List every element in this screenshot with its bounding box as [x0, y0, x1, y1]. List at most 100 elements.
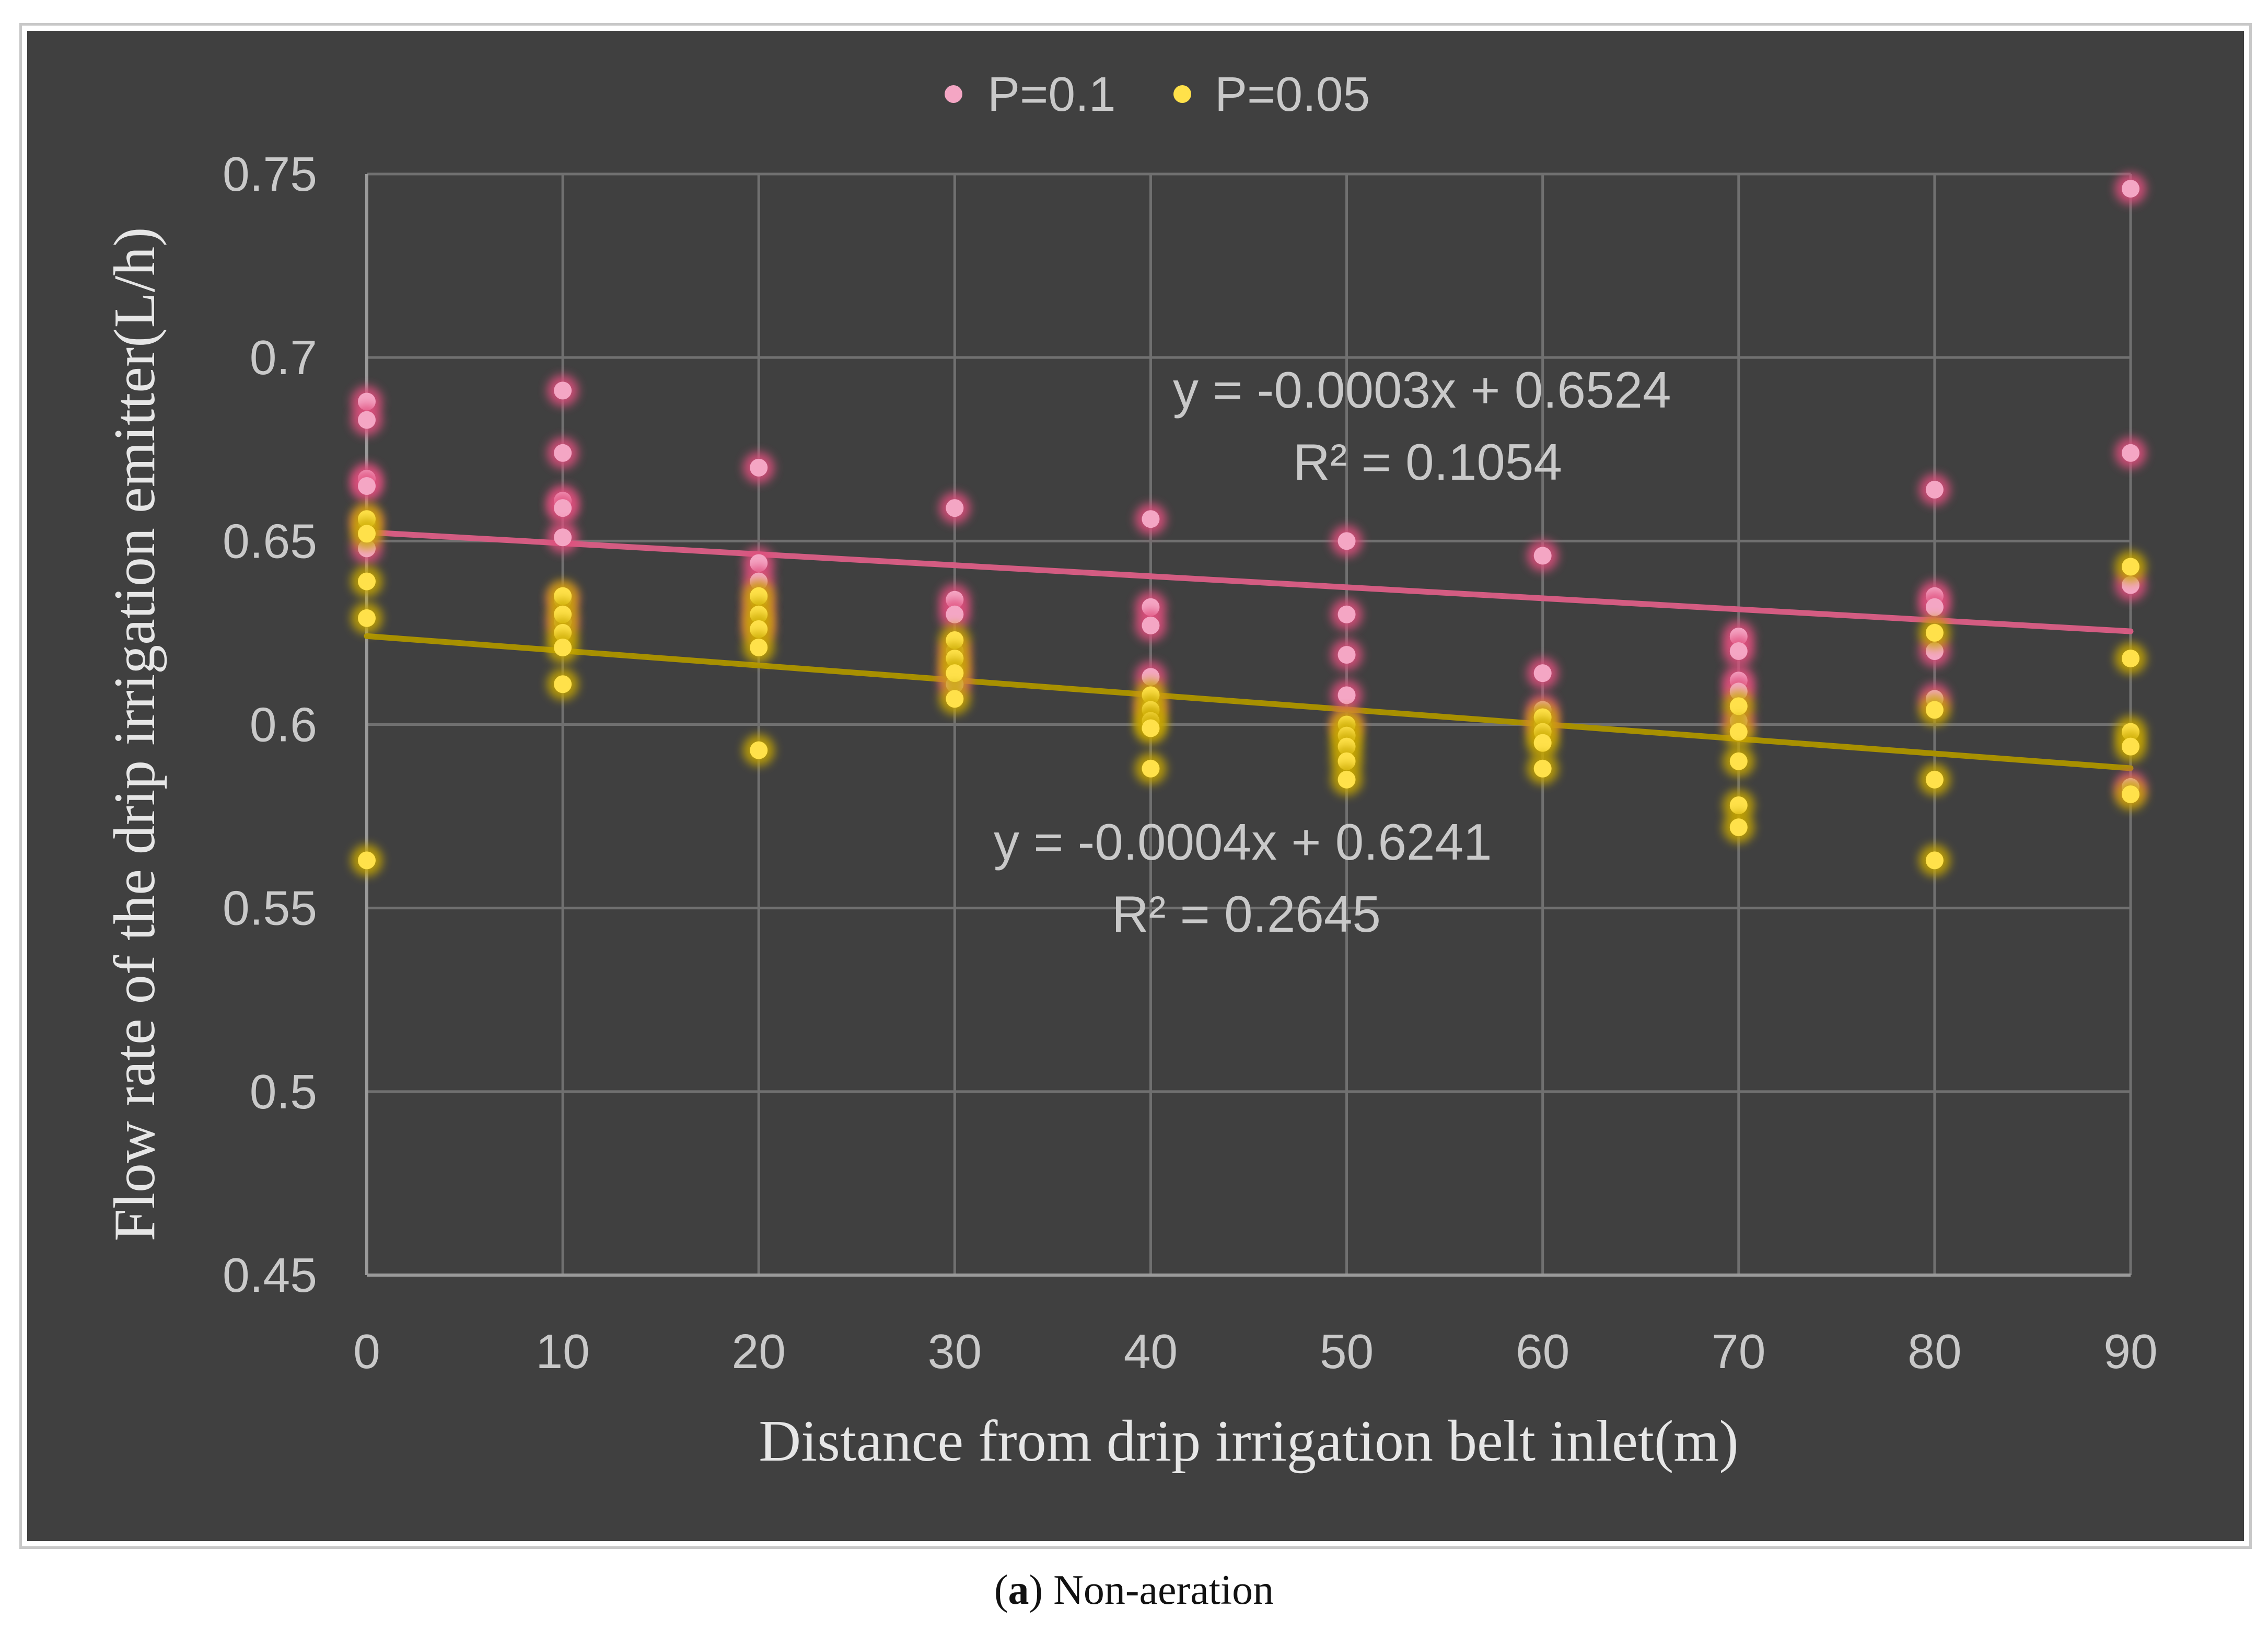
point-p005-marker	[1925, 851, 1944, 870]
y-tick-label: 0.45	[223, 1248, 317, 1302]
point-p005	[1723, 812, 1754, 843]
point-p005	[1331, 763, 1363, 795]
figure-caption: (a) Non-aeration	[994, 1567, 1274, 1613]
point-p01-marker	[1925, 598, 1944, 616]
x-tick-label: 30	[928, 1324, 982, 1379]
point-p005	[1723, 745, 1754, 777]
y-tick-label: 0.55	[223, 881, 317, 935]
point-p005	[1918, 694, 1950, 726]
x-tick-label: 20	[731, 1324, 785, 1379]
point-p01	[2115, 437, 2146, 469]
point-p01-marker	[1142, 616, 1160, 634]
point-p005-marker	[1925, 623, 1944, 642]
point-p005	[2115, 778, 2146, 810]
point-p01-marker	[1337, 532, 1356, 550]
point-p005-marker	[1729, 796, 1748, 815]
point-p005	[1527, 753, 1558, 784]
trendlines	[364, 529, 2134, 771]
point-p005	[939, 683, 971, 715]
point-p005-marker	[358, 609, 376, 627]
x-tick-label: 10	[536, 1324, 589, 1379]
point-p01-marker	[554, 381, 572, 400]
r-squared-p01: R² = 0.1054	[1293, 433, 1562, 491]
point-p005	[351, 518, 382, 550]
plot-background	[27, 31, 2244, 1541]
y-tick-label: 0.7	[250, 330, 317, 385]
point-p01-marker	[946, 605, 964, 623]
point-p01	[547, 437, 579, 469]
trendline-p005	[364, 633, 2134, 771]
point-p005	[1723, 716, 1754, 748]
equation-p01: y = -0.0003x + 0.6524	[1173, 361, 1671, 419]
point-p01-marker	[1337, 605, 1356, 623]
point-p01	[1723, 635, 1754, 667]
point-p005	[2115, 551, 2146, 583]
equation-p005: y = -0.0004x + 0.6241	[994, 813, 1492, 871]
point-p005	[547, 632, 579, 664]
point-p005	[1723, 790, 1754, 821]
legend: P=0.1 P=0.05	[945, 67, 1370, 121]
point-p005-marker	[554, 675, 572, 693]
point-p005-marker	[1142, 759, 1160, 778]
point-p01-marker	[750, 458, 768, 477]
y-tick-label: 0.75	[223, 147, 317, 201]
point-p005-marker	[1925, 701, 1944, 719]
point-p01	[351, 404, 382, 436]
point-p01	[1527, 540, 1558, 572]
point-p01-marker	[2122, 180, 2139, 198]
legend-marker-p005	[1173, 85, 1191, 103]
x-tick-label: 0	[353, 1324, 380, 1379]
r-squared-p005: R² = 0.2645	[1112, 885, 1381, 943]
point-p005	[1135, 753, 1167, 784]
point-p01	[743, 452, 775, 483]
point-p01-marker	[1337, 686, 1356, 704]
point-p01-marker	[554, 444, 572, 462]
point-p01	[1331, 598, 1363, 630]
point-p005	[547, 668, 579, 700]
point-p01	[547, 522, 579, 553]
point-p005-marker	[358, 572, 376, 591]
point-p005	[1918, 763, 1950, 795]
point-p005	[1918, 617, 1950, 649]
point-p01-marker	[2122, 444, 2139, 462]
point-p005	[351, 602, 382, 634]
point-p005-marker	[1925, 770, 1944, 789]
point-p01	[351, 470, 382, 502]
point-p01-marker	[1142, 510, 1160, 528]
point-p01	[1135, 609, 1167, 641]
tick-labels: 0.45 0.5 0.55 0.6 0.65 0.7 0.75 0 10 20 30 40 50 60 70…	[223, 147, 2158, 1379]
point-p005-marker	[2122, 650, 2139, 668]
y-tick-label: 0.65	[223, 514, 317, 568]
point-p005	[1135, 712, 1167, 744]
point-p01-marker	[1729, 642, 1748, 661]
point-p005-marker	[1142, 719, 1160, 737]
point-p005-marker	[358, 851, 376, 870]
legend-label-p01: P=0.1	[987, 67, 1116, 121]
point-p01	[2115, 173, 2146, 205]
y-tick-label: 0.5	[250, 1064, 317, 1119]
x-tick-label: 80	[1908, 1324, 1961, 1379]
point-p01-marker	[1533, 547, 1552, 565]
point-p005	[1723, 690, 1754, 722]
x-tick-label: 90	[2103, 1324, 2157, 1379]
y-axis-title: Flow rate of the drip irrigation emitter…	[102, 227, 167, 1242]
point-p005-marker	[750, 639, 768, 657]
y-tick-label: 0.6	[250, 698, 317, 752]
x-tick-label: 60	[1516, 1324, 1569, 1379]
point-p005-marker	[1533, 734, 1552, 752]
point-p005-marker	[946, 664, 964, 682]
point-p01	[1135, 503, 1167, 535]
point-p005	[351, 565, 382, 597]
x-tick-label: 70	[1712, 1324, 1765, 1379]
legend-label-p005: P=0.05	[1215, 67, 1370, 121]
point-p01-marker	[358, 411, 376, 429]
point-p01	[1331, 679, 1363, 711]
point-p005-marker	[554, 639, 572, 657]
point-p005	[1918, 844, 1950, 876]
point-p005	[2115, 731, 2146, 762]
point-p005	[743, 632, 775, 664]
point-p005-marker	[1533, 759, 1552, 778]
point-p01	[939, 492, 971, 524]
x-axis-title: Distance from drip irrigation belt inlet…	[759, 1409, 1738, 1474]
